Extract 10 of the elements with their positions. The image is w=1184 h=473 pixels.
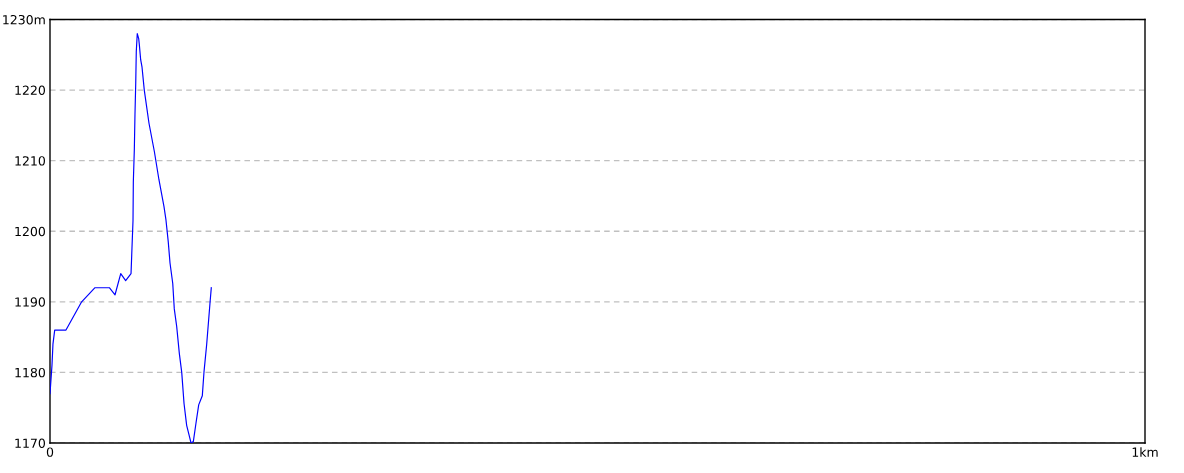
y-tick-label: 1200 <box>15 226 45 237</box>
y-tick-label: 1220 <box>15 85 45 96</box>
line-series <box>50 33 212 443</box>
x-tick-label: 0 <box>46 447 54 457</box>
y-tick-label: 1180 <box>15 367 45 378</box>
x-tick-label: 1km <box>1132 447 1158 457</box>
y-tick-label: 1190 <box>15 297 45 307</box>
y-tick-label: 1210 <box>15 156 45 166</box>
y-tick-label: 1170 <box>15 438 45 448</box>
y-tick-label: 1230m <box>3 14 45 25</box>
